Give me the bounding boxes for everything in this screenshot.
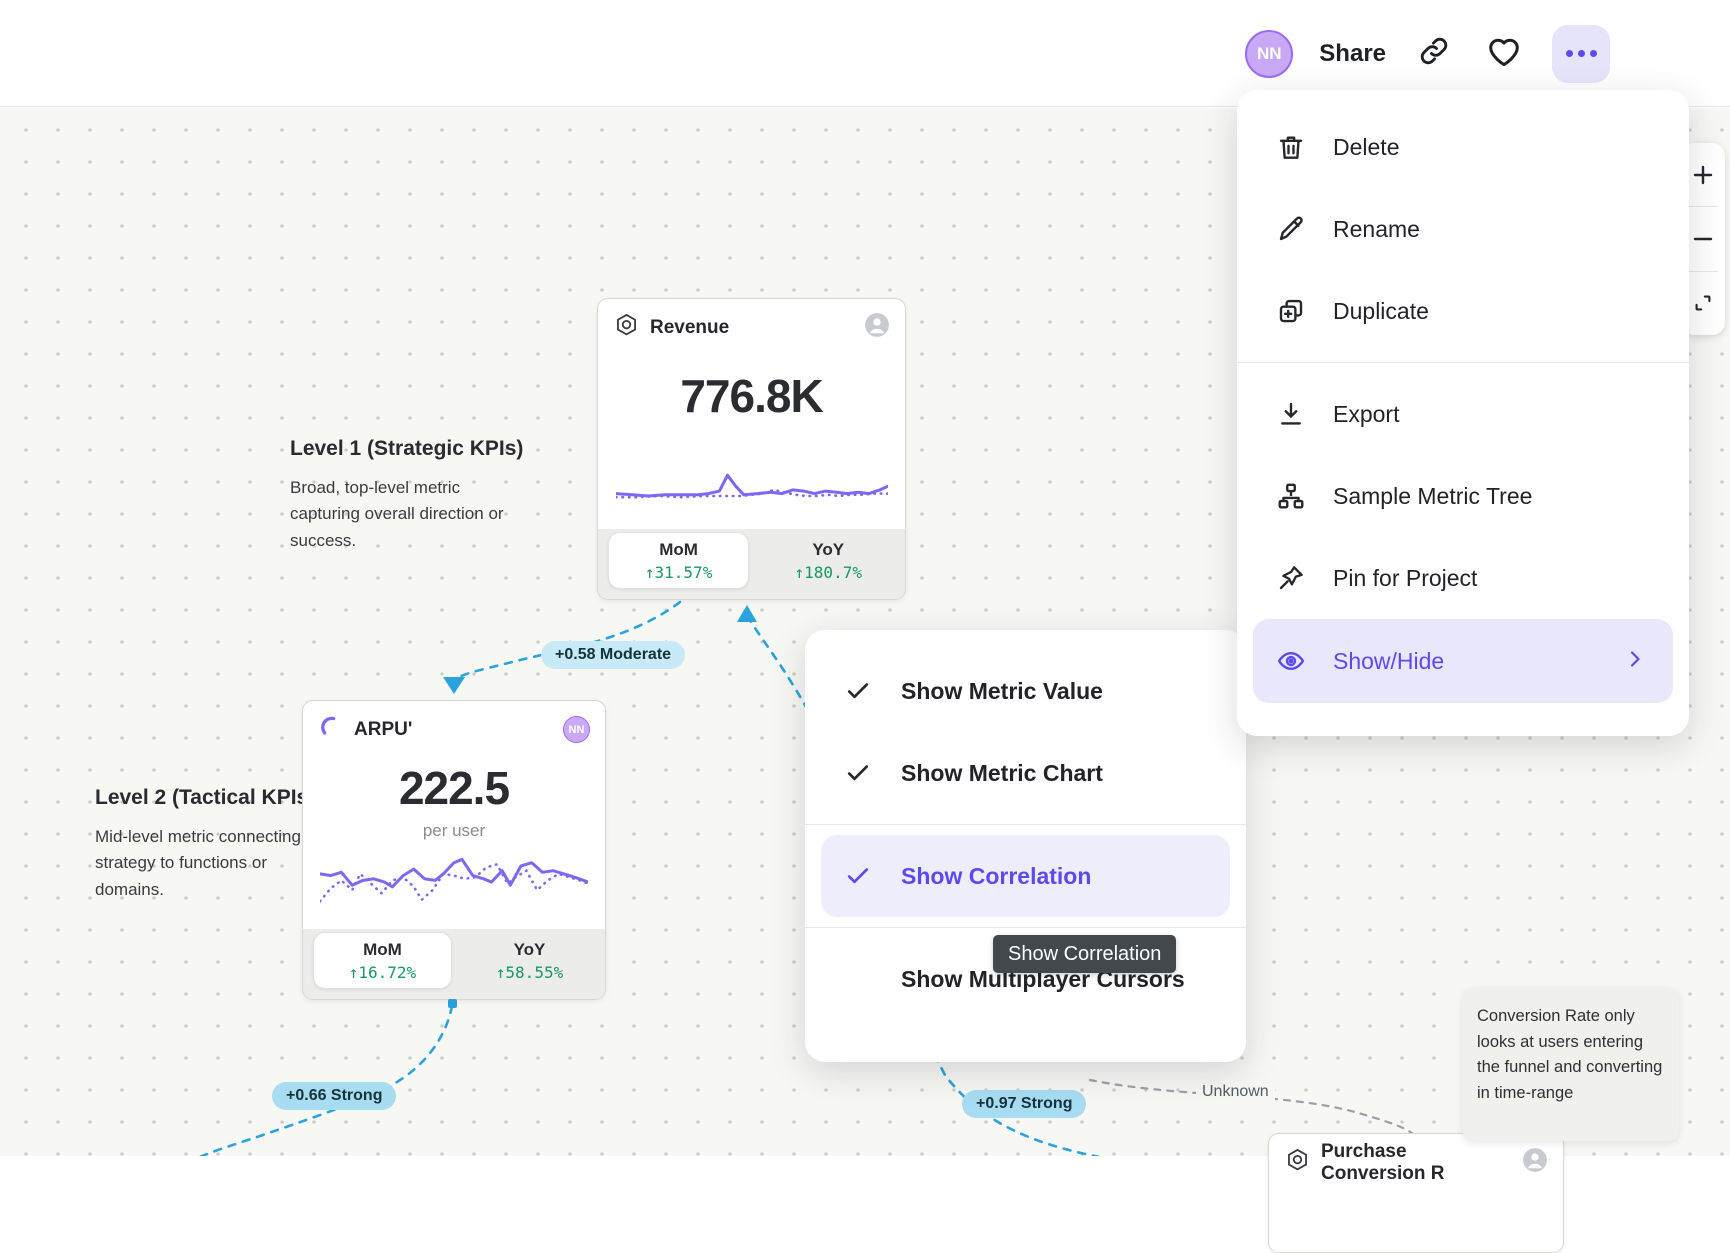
edge-handle[interactable] xyxy=(448,999,457,1008)
user-avatar[interactable]: NN xyxy=(1245,29,1294,78)
pencil-icon xyxy=(1275,213,1307,245)
mom-tab[interactable]: MoM ↑31.57% xyxy=(608,532,750,589)
mom-tab[interactable]: MoM ↑16.72% xyxy=(313,932,452,989)
menu-item-export[interactable]: Export xyxy=(1237,373,1689,455)
card-title: ARPU' xyxy=(354,718,413,740)
menu-item-rename[interactable]: Rename xyxy=(1237,188,1689,270)
mom-value: ↑31.57% xyxy=(644,562,713,582)
check-icon xyxy=(843,861,873,891)
fit-view-button[interactable] xyxy=(1681,272,1725,335)
link-icon xyxy=(1417,34,1451,73)
eye-icon xyxy=(1275,645,1307,677)
mom-value: ↑16.72% xyxy=(348,962,417,982)
correlation-badge-strong-left[interactable]: +0.66 Strong xyxy=(272,1082,397,1110)
hexagon-badge-icon xyxy=(1284,1147,1311,1179)
hexagon-badge-icon xyxy=(613,312,640,344)
minus-icon xyxy=(1693,237,1713,241)
canvas-note[interactable]: Conversion Rate only looks at users ente… xyxy=(1463,988,1679,1141)
share-button[interactable]: Share xyxy=(1319,39,1386,67)
correlation-unknown-label: Unknown xyxy=(1196,1082,1275,1102)
metric-card-arpu[interactable]: ARPU' NN 222.5 per user MoM ↑16.72% YoY … xyxy=(302,700,606,1000)
level2-annotation: Level 2 (Tactical KPIs) Mid-level metric… xyxy=(95,786,316,903)
mom-label: MoM xyxy=(659,539,698,559)
zoom-in-button[interactable] xyxy=(1681,143,1725,206)
plus-icon xyxy=(1693,165,1713,184)
level2-title: Level 2 (Tactical KPIs) xyxy=(95,786,316,809)
correlation-badge-moderate[interactable]: +0.58 Moderate xyxy=(541,641,686,669)
tooltip: Show Correlation xyxy=(993,935,1177,973)
check-icon xyxy=(843,758,873,788)
metric-tree-icon xyxy=(1275,480,1307,512)
submenu-divider xyxy=(805,824,1246,825)
sparkline-chart xyxy=(320,857,588,903)
top-bar: NN Share xyxy=(0,0,1730,107)
metric-value: 776.8K xyxy=(680,370,823,422)
sparkline-chart xyxy=(615,473,888,499)
show-hide-submenu: Show Metric Value Show Metric Chart Show… xyxy=(805,630,1246,1062)
collaborator-avatar-icon xyxy=(1522,1147,1548,1178)
duplicate-icon xyxy=(1275,295,1307,327)
menu-divider xyxy=(1237,362,1689,363)
context-menu: Delete Rename Duplicate Export xyxy=(1237,90,1689,736)
card-title: Purchase Conversion R xyxy=(1321,1140,1445,1184)
yoy-label: YoY xyxy=(513,939,546,959)
level1-annotation: Level 1 (Strategic KPIs) Broad, top-leve… xyxy=(290,437,530,554)
submenu-item-show-metric-chart[interactable]: Show Metric Chart xyxy=(805,732,1246,814)
submenu-item-show-metric-value[interactable]: Show Metric Value xyxy=(805,650,1246,732)
level1-title: Level 1 (Strategic KPIs) xyxy=(290,437,524,460)
correlation-badge-strong-right[interactable]: +0.97 Strong xyxy=(962,1090,1087,1118)
card-footer: MoM ↑31.57% YoY ↑180.7% xyxy=(598,529,905,599)
menu-item-duplicate[interactable]: Duplicate xyxy=(1237,270,1689,352)
metric-card-purchase-conversion[interactable]: Purchase Conversion R xyxy=(1268,1133,1564,1253)
metric-card-revenue[interactable]: Revenue 776.8K MoM ↑31.57% YoY ↑180.7% xyxy=(597,298,906,600)
level2-description: Mid-level metric connecting strategy to … xyxy=(95,827,301,899)
collaborator-avatar: NN xyxy=(563,716,590,743)
more-options-button[interactable] xyxy=(1552,24,1610,83)
submenu-divider xyxy=(805,927,1246,928)
yoy-label: YoY xyxy=(812,539,845,559)
trash-icon xyxy=(1275,131,1307,163)
zoom-out-button[interactable] xyxy=(1681,207,1725,270)
fullscreen-icon xyxy=(1695,295,1711,311)
metric-value: 222.5 xyxy=(398,762,510,814)
menu-item-sample-metric-tree[interactable]: Sample Metric Tree xyxy=(1237,455,1689,537)
yoy-value: ↑58.55% xyxy=(495,962,564,982)
level1-description: Broad, top-level metric capturing overal… xyxy=(290,478,504,550)
yoy-value: ↑180.7% xyxy=(794,562,862,582)
menu-item-delete[interactable]: Delete xyxy=(1237,106,1689,188)
mom-label: MoM xyxy=(363,939,402,959)
menu-item-pin-for-project[interactable]: Pin for Project xyxy=(1237,537,1689,619)
check-icon xyxy=(843,676,873,706)
heart-icon xyxy=(1485,32,1523,75)
pin-icon xyxy=(1275,562,1307,594)
card-footer: MoM ↑16.72% YoY ↑58.55% xyxy=(303,929,605,999)
collaborator-avatar-icon xyxy=(864,312,890,343)
yoy-tab[interactable]: YoY ↑58.55% xyxy=(454,932,605,989)
metric-unit: per user xyxy=(422,821,486,840)
yoy-tab[interactable]: YoY ↑180.7% xyxy=(752,532,906,589)
menu-item-show-hide[interactable]: Show/Hide xyxy=(1253,619,1673,703)
arc-metric-icon xyxy=(318,714,344,745)
card-title: Revenue xyxy=(650,316,730,338)
submenu-item-show-correlation[interactable]: Show Correlation xyxy=(821,835,1230,917)
ellipsis-icon xyxy=(1565,50,1573,57)
download-icon xyxy=(1275,398,1307,430)
favorite-button[interactable] xyxy=(1482,32,1526,76)
chevron-right-icon xyxy=(1623,647,1647,676)
copy-link-button[interactable] xyxy=(1412,32,1456,76)
